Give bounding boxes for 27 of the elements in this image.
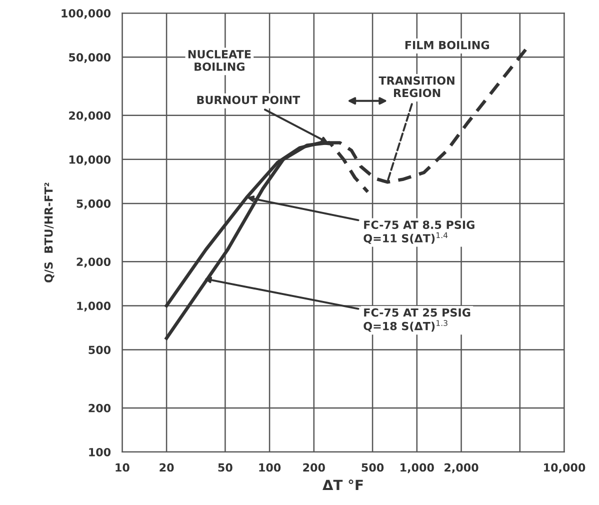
y-tick-label: 200 [88, 404, 111, 412]
x-tick-label: 50 [218, 463, 232, 472]
annotation: FC-75 AT 25 PSIG Q=18 S(ΔT)$^{1.3}$ [364, 308, 470, 332]
annotation: FC-75 AT 8.5 PSIG Q=11 S(ΔT)$^{1.4}$ [364, 220, 474, 244]
annotation: BURNOUT POINT [197, 96, 300, 104]
x-axis-title: ΔT °F [322, 480, 363, 490]
y-tick-label: 100 [89, 448, 111, 456]
annotation: TRANSITION REGION [378, 76, 454, 98]
y-tick-label: 50,000 [69, 53, 111, 63]
annotation: FILM BOILING [405, 40, 489, 50]
y-tick-label: 10,000 [69, 155, 111, 166]
x-tick-label: 10 [116, 463, 130, 472]
x-tick-label: 2,000 [444, 463, 478, 474]
x-tick-label: 1,000 [400, 463, 434, 474]
y-tick-label: 5,000 [76, 199, 111, 210]
x-tick-label: 200 [303, 463, 325, 472]
annotation: NUCLEATE BOILING [188, 50, 251, 71]
y-tick-label: 100,000 [62, 9, 111, 19]
x-tick-label: 500 [362, 463, 384, 472]
y-tick-label: 2,000 [76, 258, 111, 268]
y-tick-label: 1,000 [77, 302, 111, 312]
y-tick-label: 20,000 [69, 111, 111, 122]
y-axis-title: Q/S BTU/HR-FT² [44, 182, 54, 282]
y-tick-label: 500 [88, 346, 111, 354]
x-tick-label: 100 [259, 463, 281, 472]
x-tick-label: 20 [160, 463, 174, 472]
x-tick-label: 10,000 [544, 463, 586, 474]
